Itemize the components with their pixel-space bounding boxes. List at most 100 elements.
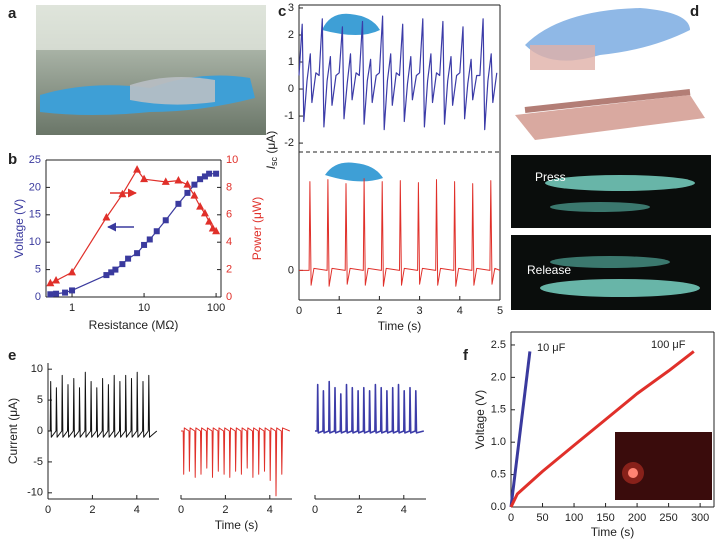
y-tick-label: 20 bbox=[29, 181, 41, 193]
x-tick-label: 4 bbox=[401, 504, 407, 516]
y-tick-label: -5 bbox=[33, 456, 43, 468]
x-tick-label: 100 bbox=[565, 512, 583, 524]
photo-label: Release bbox=[527, 263, 571, 277]
marker bbox=[197, 176, 204, 183]
y-tick-label: -10 bbox=[27, 487, 43, 499]
x-tick-label: 2 bbox=[356, 504, 362, 516]
y-axis-title-sub: sc bbox=[269, 156, 279, 166]
marker bbox=[102, 213, 111, 221]
y-tick-label: 3 bbox=[288, 2, 294, 14]
marker bbox=[161, 177, 170, 185]
x-tick-label: 0 bbox=[312, 504, 318, 516]
marker bbox=[191, 181, 198, 188]
y-tick-label: 0 bbox=[37, 425, 43, 437]
marker bbox=[103, 272, 110, 279]
marker bbox=[118, 189, 127, 198]
panel-label: c bbox=[278, 3, 286, 20]
marker bbox=[53, 290, 60, 297]
series-line bbox=[509, 351, 532, 508]
x-tick-label: 50 bbox=[536, 512, 548, 524]
marker bbox=[68, 267, 77, 276]
y-axis-title-rest: (μA) bbox=[264, 131, 278, 157]
x-tick-label: 2 bbox=[376, 305, 382, 317]
panel-label: a bbox=[8, 5, 17, 22]
x-tick-label: 0 bbox=[508, 512, 514, 524]
x-tick-label: 4 bbox=[134, 504, 140, 516]
y-tick-label: 5 bbox=[37, 394, 43, 406]
photo-label: Press bbox=[535, 170, 566, 184]
marker bbox=[141, 241, 148, 248]
photo-a bbox=[36, 5, 266, 135]
x-tick-label: 250 bbox=[659, 512, 677, 524]
y-tick-label: 2.0 bbox=[491, 371, 506, 383]
inset-hand bbox=[325, 162, 383, 182]
marker bbox=[196, 202, 205, 210]
marker bbox=[133, 165, 142, 173]
marker bbox=[125, 255, 132, 262]
x-tick-label: 300 bbox=[691, 512, 709, 524]
y-tick-label: 0.0 bbox=[491, 501, 506, 513]
marker bbox=[212, 226, 221, 235]
y2-tick-label: 8 bbox=[226, 181, 232, 193]
marker bbox=[140, 174, 149, 183]
x-tick-label: 0 bbox=[178, 504, 184, 516]
x-tick-label: 1 bbox=[336, 305, 342, 317]
marker bbox=[134, 250, 141, 257]
x-tick-label: 5 bbox=[497, 305, 503, 317]
y2-tick-label: 0 bbox=[226, 291, 232, 303]
y-tick-label: 10 bbox=[29, 236, 41, 248]
y-tick-label: 25 bbox=[29, 154, 41, 166]
x-tick-label: 2 bbox=[89, 504, 95, 516]
marker bbox=[183, 180, 192, 188]
y-tick-label: 1.0 bbox=[491, 436, 506, 448]
x-axis-title: Resistance (MΩ) bbox=[89, 318, 179, 332]
x-tick-label: 0 bbox=[296, 305, 302, 317]
marker bbox=[62, 289, 69, 296]
x-tick-label: 1 bbox=[69, 302, 75, 314]
marker bbox=[46, 278, 55, 287]
x-tick-label: 150 bbox=[596, 512, 614, 524]
series-line bbox=[50, 169, 217, 284]
x-tick-label: 0 bbox=[45, 504, 51, 516]
y-tick-label: 1 bbox=[288, 56, 294, 68]
marker bbox=[201, 173, 208, 180]
series-label: 100 μF bbox=[651, 339, 686, 351]
x-tick-label: 10 bbox=[138, 302, 150, 314]
marker bbox=[119, 261, 126, 268]
x-tick-label: 4 bbox=[267, 504, 273, 516]
panel-label: d bbox=[690, 3, 699, 20]
marker bbox=[174, 176, 183, 184]
y-axis-title: Isc (μA) bbox=[264, 131, 279, 170]
y-tick-label: -1 bbox=[284, 110, 294, 122]
y2-tick-label: 10 bbox=[226, 154, 238, 166]
y2-tick-label: 2 bbox=[226, 264, 232, 276]
marker bbox=[175, 200, 182, 207]
y-tick-label: 5 bbox=[35, 264, 41, 276]
y2-tick-label: 6 bbox=[226, 209, 232, 221]
y-tick-label: 0 bbox=[288, 83, 294, 95]
inset-photo bbox=[615, 432, 712, 500]
panel-label: f bbox=[463, 347, 469, 364]
y2-tick-label: 4 bbox=[226, 236, 232, 248]
marker bbox=[213, 170, 220, 177]
y-tick-label: 10 bbox=[31, 363, 43, 375]
marker bbox=[112, 266, 119, 273]
marker bbox=[162, 217, 169, 224]
y-axis-title: Voltage (V) bbox=[473, 390, 487, 449]
marker bbox=[205, 217, 214, 225]
y-axis-title: Voltage (V) bbox=[12, 199, 26, 258]
y-tick-label: 15 bbox=[29, 209, 41, 221]
x-tick-label: 3 bbox=[417, 305, 423, 317]
x-axis-title: Time (s) bbox=[591, 525, 635, 539]
y-tick-label: -2 bbox=[284, 137, 294, 149]
y-tick-label: 1.5 bbox=[491, 404, 506, 416]
marker bbox=[153, 228, 160, 235]
panel-label: b bbox=[8, 151, 17, 168]
x-tick-label: 100 bbox=[207, 302, 225, 314]
x-tick-label: 2 bbox=[222, 504, 228, 516]
series-line bbox=[181, 427, 290, 497]
x-axis-title: Time (s) bbox=[215, 518, 259, 532]
marker bbox=[52, 276, 61, 284]
x-axis-title: Time (s) bbox=[378, 319, 422, 333]
